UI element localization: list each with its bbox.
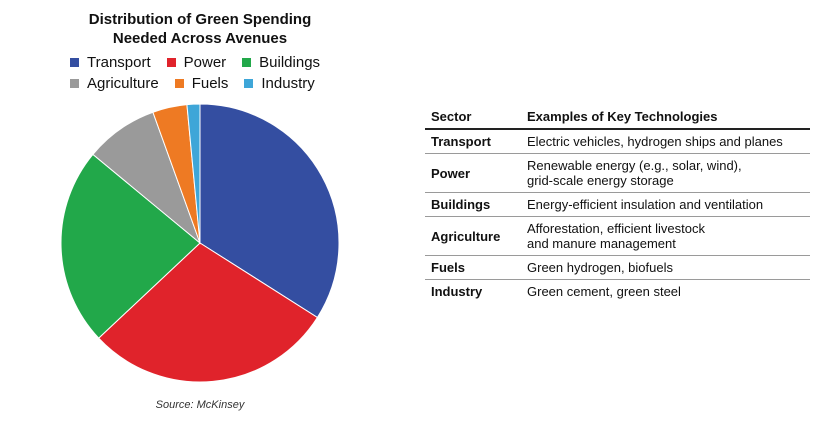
chart-title-line-1: Distribution of Green Spending — [88, 11, 312, 28]
legend-row: Transport Power Buildings — [70, 52, 360, 73]
technologies-table: Sector Examples of Key Technologies Tran… — [425, 106, 810, 303]
pie-slice-transport — [199, 103, 340, 319]
technology-cell: Electric vehicles, hydrogen ships and pl… — [521, 129, 810, 154]
legend-swatch-industry — [244, 79, 254, 88]
sector-cell: Industry — [431, 284, 483, 299]
pie-slice-industry — [186, 103, 201, 244]
sector-cell: Agriculture — [425, 216, 521, 256]
technology-cell: Energy-efficient insulation and ventilat… — [521, 192, 810, 217]
legend-label-power: Power — [183, 54, 227, 71]
legend-item-transport: Transport — [70, 52, 151, 73]
legend-item-power: Power — [166, 52, 227, 73]
chart-legend: Transport Power Buildings Agriculture Fu… — [70, 52, 360, 94]
table-header-row: Sector Examples of Key Technologies — [425, 106, 810, 130]
pie-slice-buildings — [60, 153, 201, 339]
legend-row: Agriculture Fuels Industry — [70, 73, 360, 94]
table-row: Transport Electric vehicles, hydrogen shi… — [425, 129, 810, 154]
header-sector: Sector — [425, 106, 521, 130]
legend-label-transport: Transport — [87, 54, 151, 71]
legend-swatch-agriculture — [70, 79, 79, 88]
technology-cell: Green hydrogen, biofuels — [521, 255, 810, 280]
header-technologies: Examples of Key Technologies — [521, 106, 810, 130]
table-row: Industry Green cement, green steel — [425, 280, 810, 304]
legend-item-industry: Industry — [244, 73, 315, 94]
legend-swatch-fuels — [174, 79, 184, 88]
sector-cell: Transport — [425, 129, 521, 154]
legend-item-buildings: Buildings — [242, 52, 320, 73]
pie-slice-power — [97, 242, 319, 383]
legend-label-industry: Industry — [261, 75, 315, 92]
pie-chart — [60, 103, 340, 383]
legend-item-agriculture: Agriculture — [70, 73, 159, 94]
technology-cell: Green cement, green steel — [527, 284, 681, 299]
table-row: Buildings Energy-efficient insulation and… — [425, 192, 810, 217]
legend-item-fuels: Fuels — [174, 73, 229, 94]
source-note: Source: McKinsey — [155, 399, 245, 411]
legend-label-buildings: Buildings — [259, 54, 321, 71]
table-row: Agriculture Afforestation, efficient live… — [425, 216, 810, 256]
legend-swatch-transport — [70, 58, 79, 67]
sector-cell: Fuels — [425, 255, 521, 280]
legend-label-agriculture: Agriculture — [87, 75, 159, 92]
sector-cell: Buildings — [425, 192, 521, 217]
table-row: Fuels Green hydrogen, biofuels — [425, 255, 810, 280]
chart-title-line-2: Needed Across Avenues — [112, 30, 288, 47]
legend-swatch-buildings — [242, 58, 252, 67]
sector-cell: Power — [425, 153, 521, 193]
technology-cell: Afforestation, efficient livestock and m… — [521, 216, 810, 256]
table-row: Power Renewable energy (e.g., solar, wind… — [425, 153, 810, 193]
chart-title: Distribution of Green Spending Needed Ac… — [50, 10, 350, 48]
legend-label-fuels: Fuels — [191, 75, 229, 92]
technology-cell: Renewable energy (e.g., solar, wind), gr… — [521, 153, 810, 193]
legend-swatch-power — [166, 58, 176, 67]
